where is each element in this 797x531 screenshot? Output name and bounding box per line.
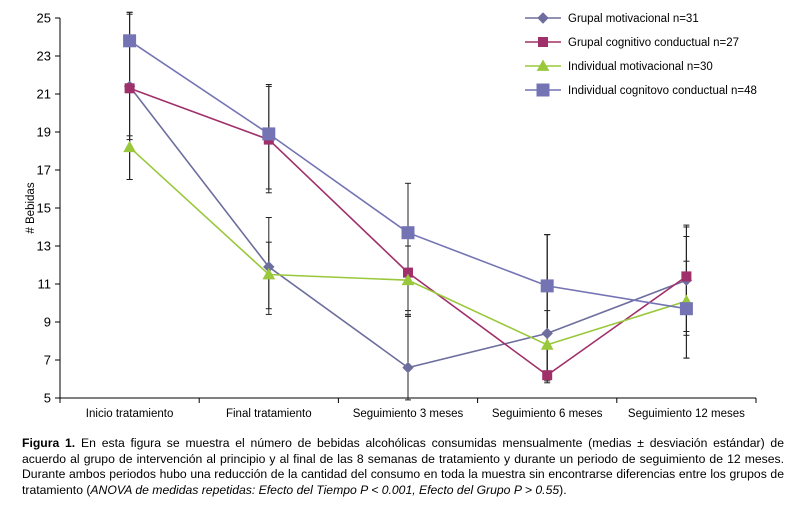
series-markers (123, 34, 693, 381)
legend-marker-1 (537, 12, 549, 24)
x-tick-label: Seguimiento 6 meses (492, 408, 603, 420)
series-4-point (540, 279, 554, 293)
y-tick-label: 23 (37, 49, 51, 64)
series-3-point (401, 273, 415, 286)
series-2-point (542, 370, 553, 381)
y-tick-label: 15 (37, 201, 51, 216)
caption-label: Figura 1. (22, 436, 76, 450)
caption-stats: ANOVA de medidas repetidas: Efecto del T… (90, 482, 560, 497)
y-tick-label: 5 (44, 391, 51, 406)
x-tick-label: Seguimiento 12 meses (628, 408, 745, 420)
x-tick-label: Final tratamiento (226, 408, 312, 420)
x-tick-label: Inicio tratamiento (86, 408, 174, 420)
y-tick-label: 19 (37, 125, 51, 140)
figure-caption: Figura 1. En esta figura se muestra el n… (22, 436, 784, 498)
series-4-point (123, 34, 137, 48)
y-tick-label: 21 (37, 87, 51, 102)
legend: Grupal motivacional n=31 Grupal cognitivo… (525, 12, 757, 97)
legend-marker-2 (538, 37, 548, 47)
series-4-point (401, 226, 415, 240)
series-4-point (679, 302, 693, 316)
legend-label-3: Individual motivacional n=30 (568, 61, 713, 73)
y-tick-label: 25 (37, 11, 51, 26)
y-axis-title: # Bebidas (25, 182, 37, 233)
legend-marker-3 (536, 59, 550, 71)
series-1-point (541, 327, 553, 340)
series-2-point (124, 83, 135, 94)
legend-label-4: Individual cognitovo conductual n=48 (568, 85, 757, 97)
legend-label-1: Grupal motivacional n=31 (568, 13, 699, 25)
legend-label-2: Grupal cognitivo conductual n=27 (568, 37, 739, 49)
caption-end: ). (559, 482, 567, 497)
x-tick-label: Seguimiento 3 meses (353, 408, 464, 420)
series-2-point (681, 271, 692, 282)
caption-text: En esta figura se muestra el número de b… (22, 436, 784, 497)
y-tick-label: 9 (44, 315, 51, 330)
series-4-point (262, 127, 276, 141)
y-tick-label: 13 (37, 239, 51, 254)
series-3-point (123, 140, 136, 153)
axes: 5 7 9 11 13 15 17 19 21 23 25 Inicio tratamiento Fin… (25, 11, 757, 420)
series-1-point (402, 361, 414, 374)
y-tick-label: 11 (38, 277, 52, 292)
chart: 5 7 9 11 13 15 17 19 21 23 25 Inicio tratamiento Fin… (25, 11, 757, 421)
legend-marker-4 (536, 83, 550, 97)
series-3-point (262, 267, 276, 280)
series-3-point (540, 338, 554, 350)
y-tick-label: 17 (37, 163, 51, 178)
y-tick-label: 7 (44, 353, 51, 368)
